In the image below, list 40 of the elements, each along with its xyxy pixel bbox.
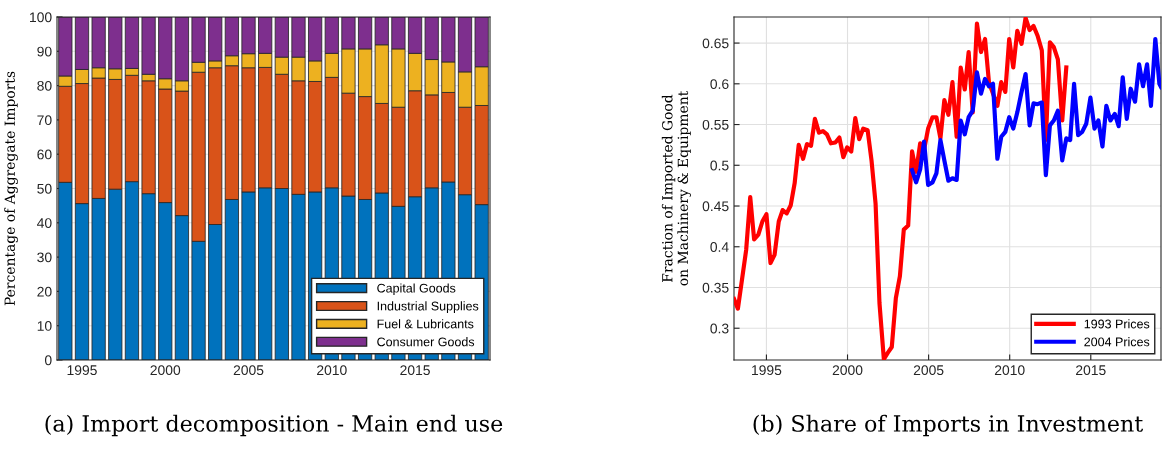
x-tick-label: 2010 [317, 365, 347, 376]
y-tick-label: 0.65 [702, 38, 729, 49]
x-tick-label: 2015 [400, 365, 430, 376]
y-tick-label: 0.4 [710, 242, 729, 252]
text: (a) Import decomposition - Main end use [45, 414, 503, 437]
y-tick-label: 10 [37, 321, 52, 331]
x-tick-label: 2005 [913, 365, 944, 376]
y-tick-label: 0.6 [710, 79, 729, 89]
y-tick-label: 40 [37, 218, 52, 228]
x-tick-label: 2005 [233, 365, 264, 376]
y-tick-label: 60 [37, 149, 52, 160]
y-tick-label: 0.45 [702, 201, 729, 212]
x-tick-label: 1995 [67, 365, 97, 376]
y-tick-label: 0.5 [710, 160, 729, 171]
legend-label: 1993 Prices [1084, 319, 1150, 329]
line-series [909, 36, 1161, 187]
y-tick-label: 20 [37, 286, 52, 297]
x-tick-label: 2015 [1076, 365, 1106, 376]
y-tick-label: 0.55 [702, 119, 729, 130]
legend-label: Consumer Goods [377, 337, 475, 347]
text: (b) Share of Imports in Investment [753, 414, 1144, 437]
legend-label: Capital Goods [377, 283, 456, 296]
legend-label: Industrial Supplies [377, 301, 479, 313]
legend-label: 2004 Prices [1084, 337, 1150, 347]
y-tick-label: 30 [37, 252, 52, 263]
x-tick-label: 2000 [150, 365, 181, 376]
y-tick-label: 100 [30, 12, 52, 23]
y-tick-label: 80 [37, 80, 52, 91]
x-tick-label: 2000 [832, 365, 863, 376]
y-tick-label: 50 [37, 183, 52, 194]
y-tick-label: 0 [44, 355, 52, 366]
y-tick-label: 70 [37, 115, 52, 126]
x-tick-label: 1995 [752, 365, 782, 376]
y-tick-label: 90 [37, 46, 52, 57]
legend-label: Fuel & Lubricants [377, 319, 474, 329]
y-axis-title: Fraction of Imported Good on Machinery & Equipment [661, 90, 691, 286]
x-tick-label: 2010 [994, 365, 1025, 376]
y-tick-label: 0.3 [710, 323, 729, 334]
y-tick-label: 0.35 [702, 282, 729, 293]
y-axis-title: Percentage of Aggregate Imports [4, 71, 18, 306]
